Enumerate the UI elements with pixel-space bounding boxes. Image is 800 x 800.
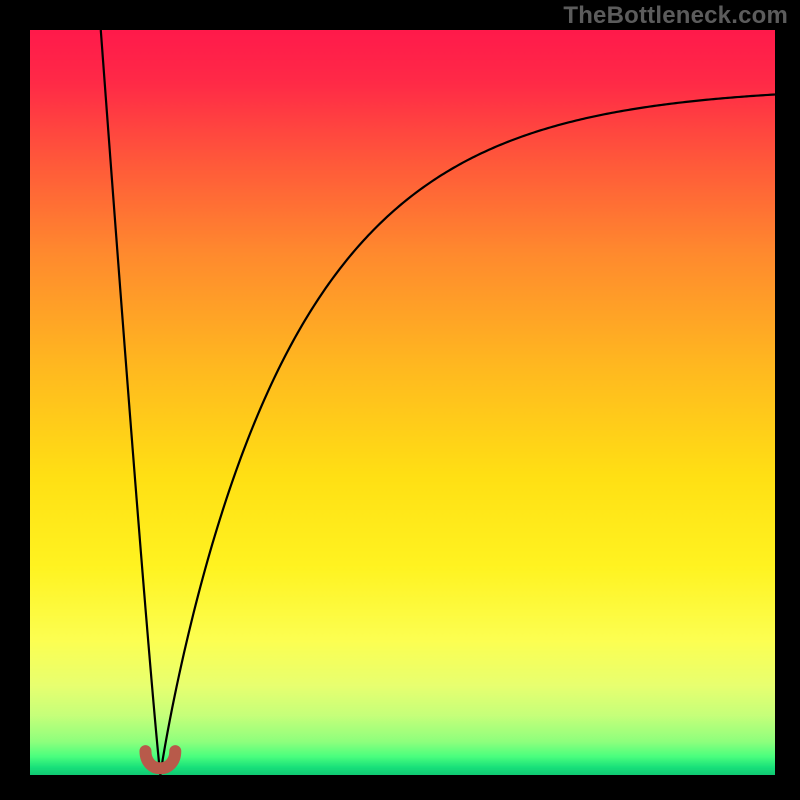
- figure-root: TheBottleneck.com: [0, 0, 800, 800]
- watermark-text: TheBottleneck.com: [563, 2, 788, 30]
- curve-min-notch: [145, 751, 175, 768]
- curve-left-branch: [101, 30, 161, 775]
- plot-area: [30, 30, 775, 775]
- curve-layer: [30, 30, 775, 775]
- curve-right-branch: [160, 94, 775, 775]
